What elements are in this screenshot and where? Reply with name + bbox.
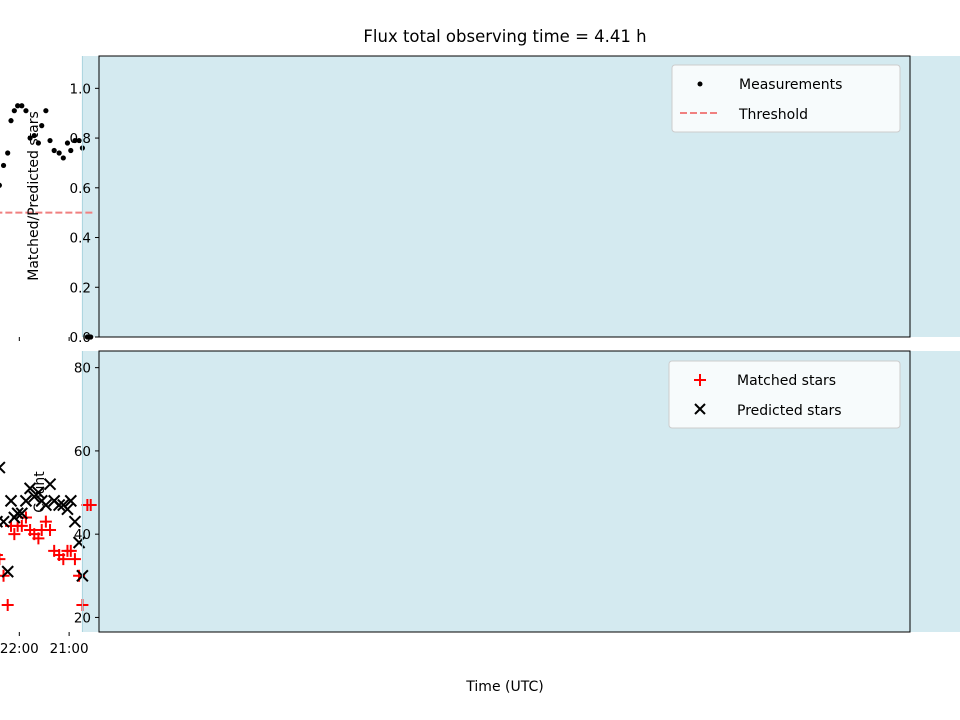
legend-label-matched: Matched stars bbox=[737, 373, 836, 389]
measurement-point bbox=[27, 135, 33, 141]
legend-frame bbox=[668, 360, 901, 429]
predicted-star-point bbox=[23, 482, 37, 495]
predicted-star-point bbox=[57, 498, 70, 512]
matched-star-point bbox=[61, 544, 74, 557]
matched-star-point bbox=[0, 553, 3, 556]
measurement-point bbox=[84, 334, 90, 340]
measurement-point bbox=[43, 108, 49, 114]
matched-star-point bbox=[8, 528, 21, 541]
y-tick-label: 0.0 bbox=[70, 330, 91, 346]
measurement-point bbox=[31, 132, 37, 139]
measurements-axes: 0.0 0.2 0.4 0.6 0.8 1.0 bbox=[18, 55, 911, 346]
y-axis-label: Count bbox=[32, 471, 48, 513]
plot-frame bbox=[98, 55, 911, 338]
predicted-star-point bbox=[43, 478, 57, 491]
measurement-points bbox=[0, 103, 94, 340]
matched-star-point bbox=[81, 499, 94, 512]
measurement-point bbox=[51, 147, 57, 154]
predicted-star-point bbox=[0, 461, 6, 474]
measurement-point bbox=[15, 103, 21, 109]
predicted-stars-points bbox=[0, 461, 89, 583]
matched-star-point bbox=[48, 544, 61, 557]
predicted-star-point bbox=[47, 494, 61, 508]
predicted-star-point bbox=[15, 507, 29, 520]
x-axis-label: Time (UTC) bbox=[465, 679, 543, 695]
measurement-point bbox=[60, 155, 66, 161]
y-axis-label: Matched/Predicted stars bbox=[26, 111, 42, 281]
matched-star-point bbox=[68, 553, 81, 566]
matched-star-point bbox=[35, 524, 48, 537]
predicted-star-point bbox=[68, 515, 82, 528]
predicted-star-point bbox=[35, 494, 48, 508]
y-tick-label: 0.4 bbox=[70, 231, 91, 247]
matched-star-point bbox=[24, 524, 37, 537]
predicted-star-point bbox=[8, 511, 21, 524]
measurement-point bbox=[8, 118, 14, 124]
predicted-star-point bbox=[28, 490, 41, 503]
matched-star-point bbox=[1, 598, 14, 611]
measurement-point bbox=[5, 150, 11, 156]
y-tick-label: 0.2 bbox=[70, 280, 91, 296]
counts-panel: 2040608021:0022:0023:0000:0001:0002:0003… bbox=[0, 350, 960, 695]
measurements-panel: 0.0 0.2 0.4 0.6 0.8 1.0 Matched/Predicted sta… bbox=[0, 55, 960, 346]
measurement-point bbox=[39, 123, 45, 129]
measurement-point bbox=[56, 150, 62, 156]
legend-label-predicted: Predicted stars bbox=[737, 403, 842, 419]
y-tick-label: 0.8 bbox=[70, 131, 91, 147]
measurement-point bbox=[76, 137, 82, 144]
measurement-point bbox=[23, 108, 29, 114]
predicted-star-point bbox=[19, 494, 33, 508]
x-tick-label: 21:00 bbox=[50, 641, 89, 657]
measurement-point bbox=[68, 147, 74, 154]
measurement-point bbox=[35, 140, 42, 146]
legend-marker-matched bbox=[694, 374, 706, 386]
predicted-star-point bbox=[64, 494, 77, 508]
counts-legend: Matched stars Predicted stars bbox=[668, 360, 901, 429]
legend-frame bbox=[671, 64, 901, 133]
measurement-point bbox=[11, 108, 17, 114]
y-tick-label: 0.6 bbox=[70, 181, 91, 197]
y-tick-label: 1.0 bbox=[70, 81, 91, 97]
predicted-star-point bbox=[0, 515, 4, 528]
legend-label-measurements: Measurements bbox=[739, 77, 842, 93]
x-tick-label: 22:00 bbox=[0, 641, 39, 657]
matched-star-point bbox=[0, 553, 6, 566]
predicted-star-point bbox=[1, 565, 14, 578]
measurement-point bbox=[72, 137, 78, 144]
measurement-point bbox=[0, 182, 2, 188]
legend-label-threshold: Threshold bbox=[738, 107, 808, 123]
measurements-legend: Measurements Threshold bbox=[671, 64, 901, 133]
measurement-point bbox=[64, 140, 71, 146]
predicted-star-point bbox=[4, 494, 18, 508]
measurement-point bbox=[0, 162, 7, 169]
matched-star-point bbox=[39, 515, 52, 528]
legend-marker-predicted bbox=[694, 403, 706, 415]
chart-title: Flux total observing time = 4.41 h bbox=[363, 27, 646, 46]
plot-frame bbox=[98, 350, 911, 633]
legend-marker-measurements bbox=[697, 81, 703, 87]
measurement-point bbox=[19, 103, 25, 109]
predicted-star-point bbox=[0, 515, 10, 528]
measurement-point bbox=[47, 137, 53, 144]
